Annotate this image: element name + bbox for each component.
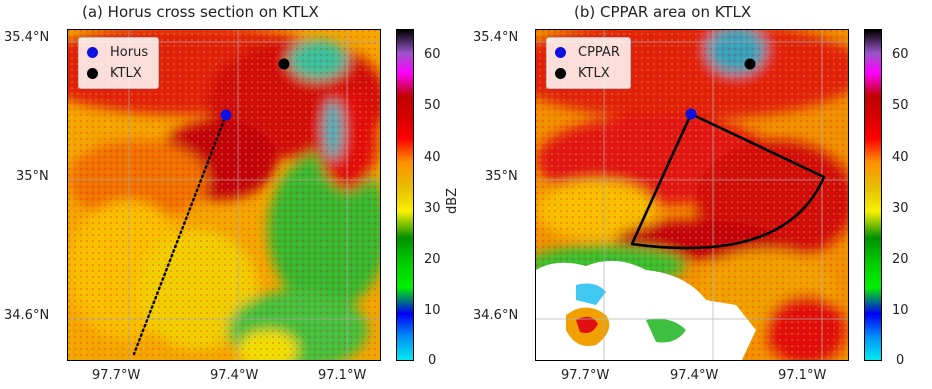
panel-a-xtick-2: 97.4°W (210, 368, 259, 383)
panel-a-xtick-3: 97.1°W (318, 368, 367, 383)
panel-a-colorbar (396, 29, 414, 361)
panel-b-xtick-1: 97.7°W (561, 368, 610, 383)
panel-b-xtick-2: 97.4°W (670, 368, 719, 383)
cbar-b-tick-20: 20 (892, 252, 909, 267)
cppar-marker[interactable] (685, 108, 697, 120)
panel-b-ytick-3: 34.6°N (473, 308, 519, 323)
panel-b-radar-map[interactable]: CPPAR KTLX (535, 29, 849, 361)
cbar-a-unit-label: dBZ (445, 187, 460, 214)
panel-a-legend: Horus KTLX (78, 37, 160, 89)
legend-item-ktlx-b: KTLX (555, 63, 620, 84)
ktlx-marker[interactable] (278, 58, 290, 70)
panel-a-radar-map[interactable]: Horus KTLX (67, 29, 381, 361)
ktlx-marker-b[interactable] (744, 58, 756, 70)
panel-b-colorbar (864, 29, 882, 361)
horus-marker[interactable] (220, 109, 232, 121)
cbar-a-tick-40: 40 (424, 150, 441, 165)
legend-label-ktlx-b: KTLX (578, 66, 610, 81)
ktlx-legend-icon-b (555, 68, 566, 79)
cbar-b-tick-50: 50 (892, 98, 909, 113)
cppar-legend-icon (555, 47, 566, 58)
cbar-a-tick-20: 20 (424, 252, 441, 267)
cbar-b-tick-10: 10 (892, 303, 909, 318)
cbar-b-tick-0: 0 (896, 353, 905, 368)
cbar-a-tick-10: 10 (424, 303, 441, 318)
panel-a-ytick-2: 35°N (16, 169, 49, 184)
panel-b-title: (b) CPPAR area on KTLX (574, 3, 752, 21)
cbar-b-tick-30: 30 (892, 201, 909, 216)
cbar-a-tick-50: 50 (424, 98, 441, 113)
panel-b-legend: CPPAR KTLX (546, 37, 631, 89)
legend-label-horus: Horus (110, 45, 149, 60)
cbar-a-tick-0: 0 (428, 353, 437, 368)
panel-a-title: (a) Horus cross section on KTLX (82, 3, 319, 21)
legend-item-horus: Horus (87, 42, 148, 63)
cbar-b-tick-40: 40 (892, 150, 909, 165)
cross-section-line (132, 113, 228, 356)
panel-b-ytick-1: 35.4°N (473, 30, 519, 45)
cppar-coverage-sector (630, 112, 826, 250)
panel-a-xtick-1: 97.7°W (92, 368, 141, 383)
horus-legend-icon (87, 47, 98, 58)
legend-label-ktlx: KTLX (110, 66, 142, 81)
cbar-a-tick-30: 30 (424, 201, 441, 216)
legend-item-cppar: CPPAR (555, 42, 620, 63)
legend-label-cppar: CPPAR (578, 45, 620, 60)
legend-item-ktlx: KTLX (87, 63, 148, 84)
cbar-b-tick-60: 60 (892, 47, 909, 62)
panel-b-xtick-3: 97.1°W (778, 368, 827, 383)
cbar-a-tick-60: 60 (424, 47, 441, 62)
panel-a-ytick-1: 35.4°N (4, 30, 50, 45)
panel-a-ytick-3: 34.6°N (4, 308, 50, 323)
panel-b-ytick-2: 35°N (485, 169, 518, 184)
ktlx-legend-icon (87, 68, 98, 79)
